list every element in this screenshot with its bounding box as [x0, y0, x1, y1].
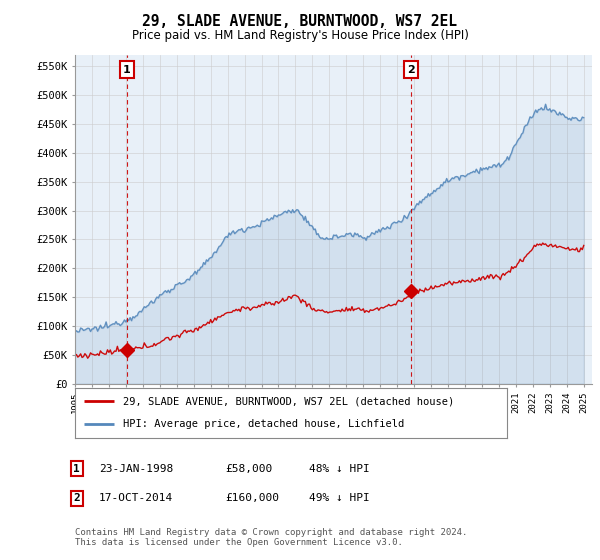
Text: 49% ↓ HPI: 49% ↓ HPI: [309, 493, 370, 503]
Text: 29, SLADE AVENUE, BURNTWOOD, WS7 2EL: 29, SLADE AVENUE, BURNTWOOD, WS7 2EL: [143, 14, 458, 29]
Text: Price paid vs. HM Land Registry's House Price Index (HPI): Price paid vs. HM Land Registry's House …: [131, 29, 469, 42]
Text: 1: 1: [123, 64, 131, 74]
Text: HPI: Average price, detached house, Lichfield: HPI: Average price, detached house, Lich…: [122, 419, 404, 430]
Text: 29, SLADE AVENUE, BURNTWOOD, WS7 2EL (detached house): 29, SLADE AVENUE, BURNTWOOD, WS7 2EL (de…: [122, 396, 454, 406]
Text: 48% ↓ HPI: 48% ↓ HPI: [309, 464, 370, 474]
Text: 2: 2: [407, 64, 415, 74]
Text: 2: 2: [73, 493, 80, 503]
Text: £160,000: £160,000: [225, 493, 279, 503]
Text: 1: 1: [73, 464, 80, 474]
Text: 17-OCT-2014: 17-OCT-2014: [99, 493, 173, 503]
Text: £58,000: £58,000: [225, 464, 272, 474]
Text: Contains HM Land Registry data © Crown copyright and database right 2024.
This d: Contains HM Land Registry data © Crown c…: [75, 528, 467, 547]
Text: 23-JAN-1998: 23-JAN-1998: [99, 464, 173, 474]
